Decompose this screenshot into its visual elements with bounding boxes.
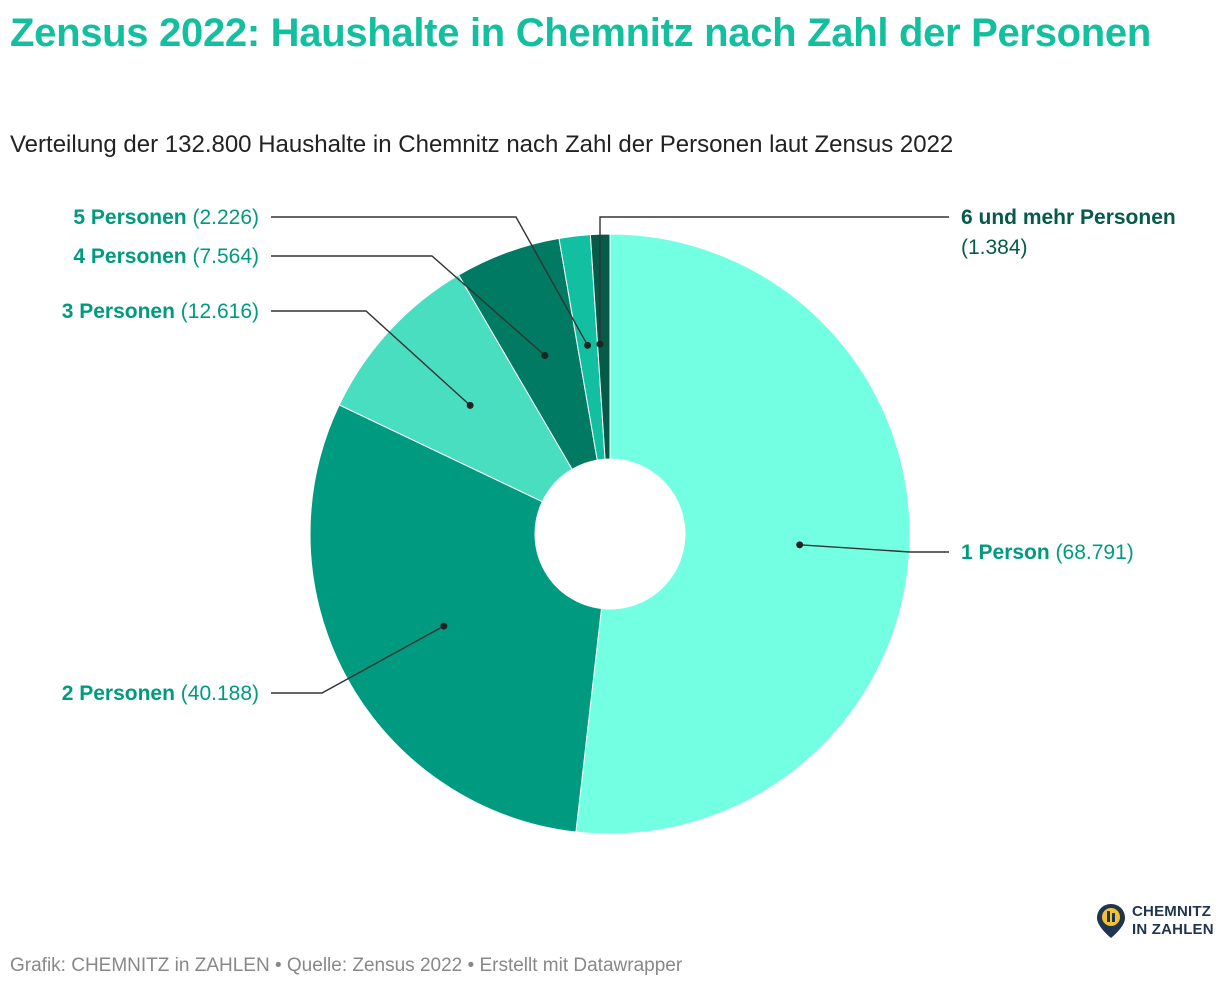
logo-line-2: IN ZAHLEN	[1132, 921, 1214, 938]
leader-dot-4	[541, 352, 549, 360]
leader-dot-2	[440, 622, 448, 630]
slice-label-name: 2 Personen	[62, 682, 175, 705]
slice-value-label-4: (7.564)	[187, 245, 259, 268]
slice-label-4: 4 Personen (7.564)	[73, 245, 259, 268]
chart-subtitle: Verteilung der 132.800 Haushalte in Chem…	[10, 131, 954, 158]
leader-line-3	[271, 310, 471, 406]
slice-2	[309, 404, 603, 833]
leader-dot-3	[466, 401, 474, 409]
slice-value-label-2: (40.188)	[175, 682, 259, 705]
leader-line-1	[799, 544, 949, 553]
slice-label-name: 1 Person	[961, 541, 1050, 564]
location-pin-icon	[1097, 904, 1125, 938]
slice-value-label-6: (1.384)	[961, 236, 1028, 259]
slice-label-2: 2 Personen (40.188)	[62, 682, 259, 705]
slice-3	[338, 274, 573, 503]
leader-line-6	[599, 216, 949, 345]
slice-1	[575, 233, 911, 835]
slice-label-name: 3 Personen	[62, 300, 175, 323]
logo-line-1: CHEMNITZ	[1132, 903, 1212, 920]
leader-line-4	[271, 255, 546, 357]
slice-value-label-3: (12.616)	[175, 300, 259, 323]
slice-label-6: 6 und mehr Personen	[961, 206, 1176, 229]
leader-line-5	[271, 216, 589, 346]
leader-dot-5	[584, 341, 592, 349]
slice-value-label-1: (68.791)	[1050, 541, 1134, 564]
leader-line-2	[271, 625, 445, 694]
leader-dot-1	[796, 541, 804, 549]
footer-credits: Grafik: CHEMNITZ in ZAHLEN • Quelle: Zen…	[10, 955, 683, 976]
chart-title: Zensus 2022: Haushalte in Chemnitz nach …	[10, 11, 1151, 55]
slice-label-name: 5 Personen	[73, 206, 186, 229]
slice-label-1: 1 Person (68.791)	[961, 541, 1134, 564]
leader-dot-6	[596, 340, 604, 348]
slice-label-name: 4 Personen	[73, 245, 186, 268]
slice-label-name: 6 und mehr Personen	[961, 206, 1176, 229]
slice-value-label-5: (2.226)	[187, 206, 259, 229]
slice-label-3: 3 Personen (12.616)	[62, 300, 259, 323]
slice-label-5: 5 Personen (2.226)	[73, 206, 259, 229]
chemnitz-in-zahlen-logo: CHEMNITZ IN ZAHLEN	[1096, 903, 1214, 939]
